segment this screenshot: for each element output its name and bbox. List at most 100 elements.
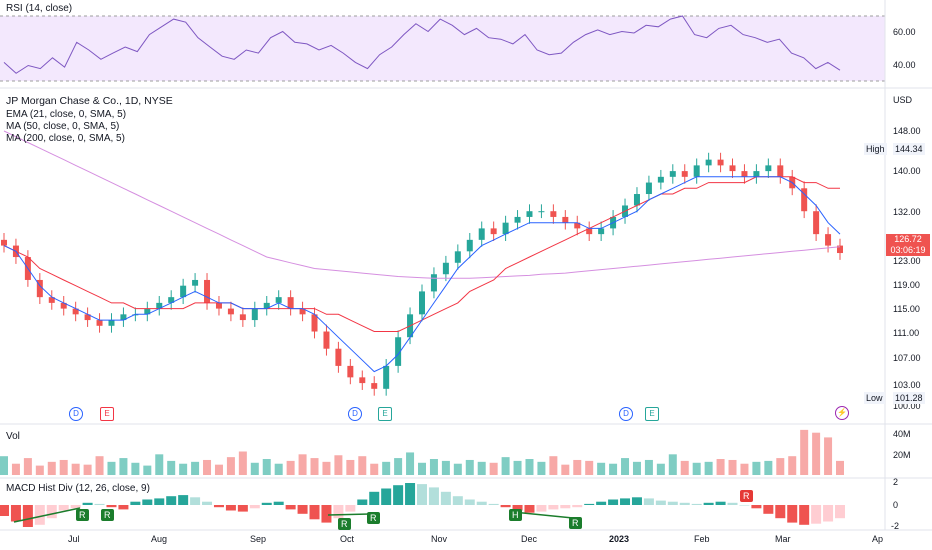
ema-legend[interactable]: EMA (21, close, 0, SMA, 5) (6, 109, 127, 120)
dividend-marker[interactable]: D (619, 407, 633, 421)
candle (419, 291, 425, 315)
macd-bar (536, 505, 547, 512)
volume-bar (441, 460, 450, 475)
candle (657, 176, 664, 183)
candle (813, 211, 820, 235)
volume-bar (131, 462, 140, 475)
ma200-legend[interactable]: MA (200, close, 0, SMA, 5) (6, 133, 125, 144)
candle (156, 302, 163, 309)
earnings-marker[interactable]: E (100, 407, 114, 421)
macd-bar (381, 488, 392, 505)
dividend-marker[interactable]: D (69, 407, 83, 421)
candle (586, 228, 593, 235)
candle (371, 383, 378, 389)
volume-bar (143, 465, 152, 475)
ma50-legend[interactable]: MA (50, close, 0, SMA, 5) (6, 121, 120, 132)
volume-bar (644, 459, 653, 475)
candle (60, 302, 67, 309)
candle (48, 297, 55, 303)
candle (777, 165, 784, 177)
dividend-marker[interactable]: D (348, 407, 362, 421)
candle (729, 165, 736, 172)
macd-bar (393, 485, 404, 505)
macd-bar (703, 502, 714, 505)
candle (633, 194, 640, 206)
macd-histogram (0, 483, 845, 527)
low-label: Low (864, 392, 885, 404)
macd-tick: 2 (893, 477, 899, 487)
candle (550, 211, 557, 217)
candle (168, 297, 175, 303)
volume-bar (394, 458, 403, 475)
macd-bar (345, 505, 356, 512)
macd-bar (596, 501, 607, 505)
candle (753, 171, 760, 177)
volume-bar (788, 456, 797, 475)
volume-bar (812, 432, 821, 475)
candle (215, 302, 222, 309)
volume-bar (418, 462, 426, 475)
candle (359, 377, 366, 384)
macd-bar (667, 501, 678, 505)
candle (227, 308, 234, 315)
macd-bar (620, 498, 631, 505)
candle (383, 365, 390, 389)
macd-bar (178, 495, 189, 505)
candle (263, 302, 270, 309)
divergence-line (512, 511, 574, 519)
time-tick: Aug (151, 534, 168, 544)
macd-bar (333, 505, 344, 519)
candle (681, 171, 688, 177)
volume-bar (191, 461, 200, 475)
time-tick: Mar (775, 534, 791, 544)
earnings-marker[interactable]: E (645, 407, 659, 421)
macd-bar (739, 505, 750, 506)
time-tick: Oct (340, 534, 355, 544)
candle (395, 337, 402, 366)
macd-bar (82, 502, 93, 505)
macd-bar (321, 505, 332, 523)
time-tick: Dec (521, 534, 538, 544)
candle (335, 348, 342, 366)
volume-bar (704, 461, 713, 475)
price-tick: 148.00 (893, 126, 921, 136)
macd-title[interactable]: MACD Hist Div (12, 26, close, 9) (6, 483, 150, 494)
candle (514, 216, 521, 223)
volume-bar (59, 459, 68, 475)
volume-bar (35, 465, 44, 475)
macd-bar (213, 505, 224, 508)
candle (323, 331, 330, 349)
macd-bar (476, 501, 487, 505)
volume-bar (501, 457, 510, 475)
macd-bar (237, 505, 248, 512)
lightning-icon[interactable]: ⚡ (835, 406, 849, 420)
candle (741, 171, 748, 177)
earnings-marker[interactable]: E (378, 407, 392, 421)
candle (120, 314, 127, 321)
macd-bar (10, 505, 21, 522)
candle (287, 297, 294, 309)
macd-bar (500, 505, 511, 508)
volume-bar (167, 460, 176, 475)
rsi-title[interactable]: RSI (14, close) (6, 3, 73, 14)
candle (562, 216, 569, 223)
volume-bars (0, 429, 844, 475)
macd-bar (118, 505, 129, 510)
macd-tick: 0 (893, 500, 899, 510)
volume-bar (47, 461, 56, 475)
macd-bar (285, 505, 296, 510)
volume-bar (525, 459, 534, 475)
candle (466, 239, 473, 252)
macd-bar (524, 505, 535, 513)
volume-title[interactable]: Vol (6, 431, 20, 442)
candle (84, 314, 91, 321)
symbol-title[interactable]: JP Morgan Chase & Co., 1D, NYSE (6, 95, 173, 107)
macd-bar (727, 502, 738, 505)
volume-bar (286, 460, 295, 475)
volume-bar (119, 458, 128, 475)
volume-bar (477, 461, 486, 475)
candle (598, 228, 605, 235)
volume-bar (740, 463, 749, 475)
macd-bar (405, 483, 416, 505)
